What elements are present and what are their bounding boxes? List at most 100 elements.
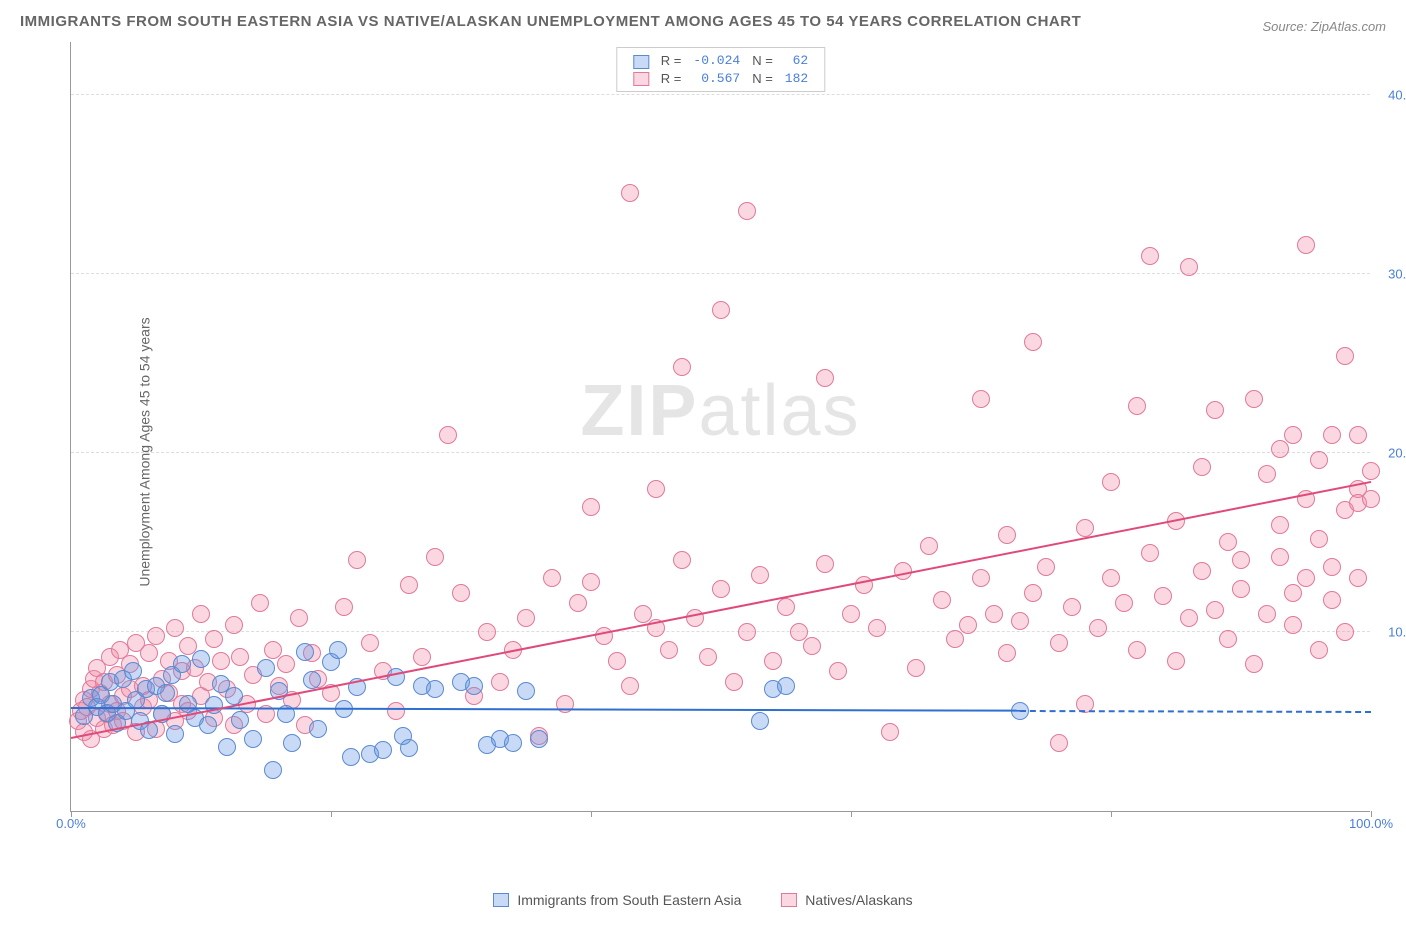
scatter-point — [725, 673, 743, 691]
legend-label-1: Immigrants from South Eastern Asia — [517, 892, 741, 908]
scatter-point — [608, 652, 626, 670]
scatter-point — [491, 673, 509, 691]
scatter-point — [634, 605, 652, 623]
scatter-point — [296, 643, 314, 661]
scatter-point — [1284, 584, 1302, 602]
chart-title: IMMIGRANTS FROM SOUTH EASTERN ASIA VS NA… — [20, 10, 1081, 34]
scatter-point — [173, 655, 191, 673]
scatter-point — [751, 712, 769, 730]
scatter-point — [920, 537, 938, 555]
scatter-point — [816, 555, 834, 573]
scatter-point — [1011, 612, 1029, 630]
legend-item-1: Immigrants from South Eastern Asia — [493, 892, 741, 908]
scatter-point — [452, 584, 470, 602]
scatter-point — [959, 616, 977, 634]
trend-line — [71, 481, 1371, 739]
scatter-point — [569, 594, 587, 612]
scatter-point — [803, 637, 821, 655]
scatter-point — [465, 677, 483, 695]
legend-swatch-series-2 — [633, 72, 649, 86]
scatter-point — [738, 202, 756, 220]
scatter-point — [1349, 426, 1367, 444]
scatter-point — [1336, 347, 1354, 365]
scatter-point — [1050, 734, 1068, 752]
scatter-point — [738, 623, 756, 641]
scatter-point — [309, 720, 327, 738]
scatter-point — [972, 390, 990, 408]
scatter-point — [264, 641, 282, 659]
scatter-point — [329, 641, 347, 659]
scatter-point — [374, 741, 392, 759]
scatter-point — [478, 623, 496, 641]
scatter-point — [1128, 397, 1146, 415]
scatter-point — [1297, 236, 1315, 254]
scatter-point — [1232, 551, 1250, 569]
scatter-point — [595, 627, 613, 645]
scatter-point — [231, 711, 249, 729]
scatter-point — [387, 668, 405, 686]
scatter-point — [1232, 580, 1250, 598]
x-tick-mark — [331, 811, 332, 817]
scatter-point — [1310, 451, 1328, 469]
scatter-point — [244, 730, 262, 748]
scatter-point — [1037, 558, 1055, 576]
scatter-point — [361, 634, 379, 652]
r-value-1: -0.024 — [687, 52, 746, 70]
x-tick-mark — [1111, 811, 1112, 817]
scatter-point — [673, 358, 691, 376]
x-tick-mark — [591, 811, 592, 817]
scatter-point — [1141, 544, 1159, 562]
legend-swatch-1 — [493, 893, 509, 907]
scatter-point — [933, 591, 951, 609]
scatter-point — [751, 566, 769, 584]
scatter-point — [1349, 569, 1367, 587]
scatter-point — [1310, 530, 1328, 548]
y-tick-label: 10.0% — [1388, 624, 1406, 639]
scatter-point — [1141, 247, 1159, 265]
scatter-point — [517, 682, 535, 700]
scatter-point — [777, 598, 795, 616]
scatter-point — [1024, 333, 1042, 351]
plot-area: ZIPatlas R = -0.024 N = 62 R = 0.567 N =… — [70, 42, 1370, 812]
r-value-2: 0.567 — [687, 70, 746, 88]
scatter-point — [426, 680, 444, 698]
x-tick-mark — [851, 811, 852, 817]
scatter-point — [946, 630, 964, 648]
scatter-point — [192, 650, 210, 668]
correlation-legend: R = -0.024 N = 62 R = 0.567 N = 182 — [616, 47, 825, 92]
scatter-point — [1284, 616, 1302, 634]
scatter-point — [1193, 562, 1211, 580]
scatter-point — [231, 648, 249, 666]
scatter-point — [439, 426, 457, 444]
scatter-point — [1323, 426, 1341, 444]
scatter-point — [1206, 601, 1224, 619]
grid-line — [71, 631, 1370, 632]
scatter-point — [1167, 652, 1185, 670]
scatter-point — [1024, 584, 1042, 602]
scatter-point — [907, 659, 925, 677]
scatter-point — [998, 644, 1016, 662]
scatter-point — [829, 662, 847, 680]
scatter-point — [348, 551, 366, 569]
scatter-point — [218, 738, 236, 756]
scatter-point — [1323, 558, 1341, 576]
chart-container: Unemployment Among Ages 45 to 54 years Z… — [20, 42, 1386, 862]
legend-row-series-1: R = -0.024 N = 62 — [627, 52, 814, 70]
scatter-point — [303, 671, 321, 689]
scatter-point — [1050, 634, 1068, 652]
scatter-point — [147, 627, 165, 645]
scatter-point — [777, 677, 795, 695]
scatter-point — [764, 652, 782, 670]
scatter-point — [426, 548, 444, 566]
scatter-point — [1271, 440, 1289, 458]
scatter-point — [790, 623, 808, 641]
scatter-point — [504, 734, 522, 752]
scatter-point — [1206, 401, 1224, 419]
source-attribution: Source: ZipAtlas.com — [1262, 19, 1386, 34]
scatter-point — [621, 184, 639, 202]
scatter-point — [1258, 605, 1276, 623]
scatter-point — [290, 609, 308, 627]
x-tick-label: 0.0% — [56, 816, 86, 831]
scatter-point — [124, 662, 142, 680]
scatter-point — [712, 580, 730, 598]
